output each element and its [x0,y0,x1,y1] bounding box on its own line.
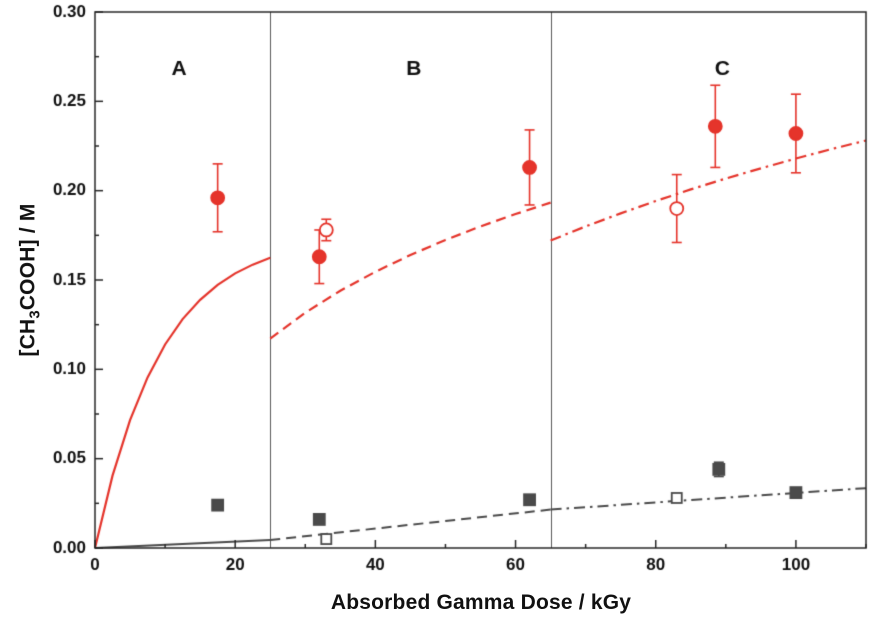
y-axis-title-suffix: COOH] / M [16,203,40,311]
x-axis-title: Absorbed Gamma Dose / kGy [330,591,632,614]
y-axis-title-prefix: [CH [16,318,40,357]
y-axis-title-subscript: 3 [27,310,44,319]
y-axis-title: [CH3COOH] / M [16,203,43,356]
